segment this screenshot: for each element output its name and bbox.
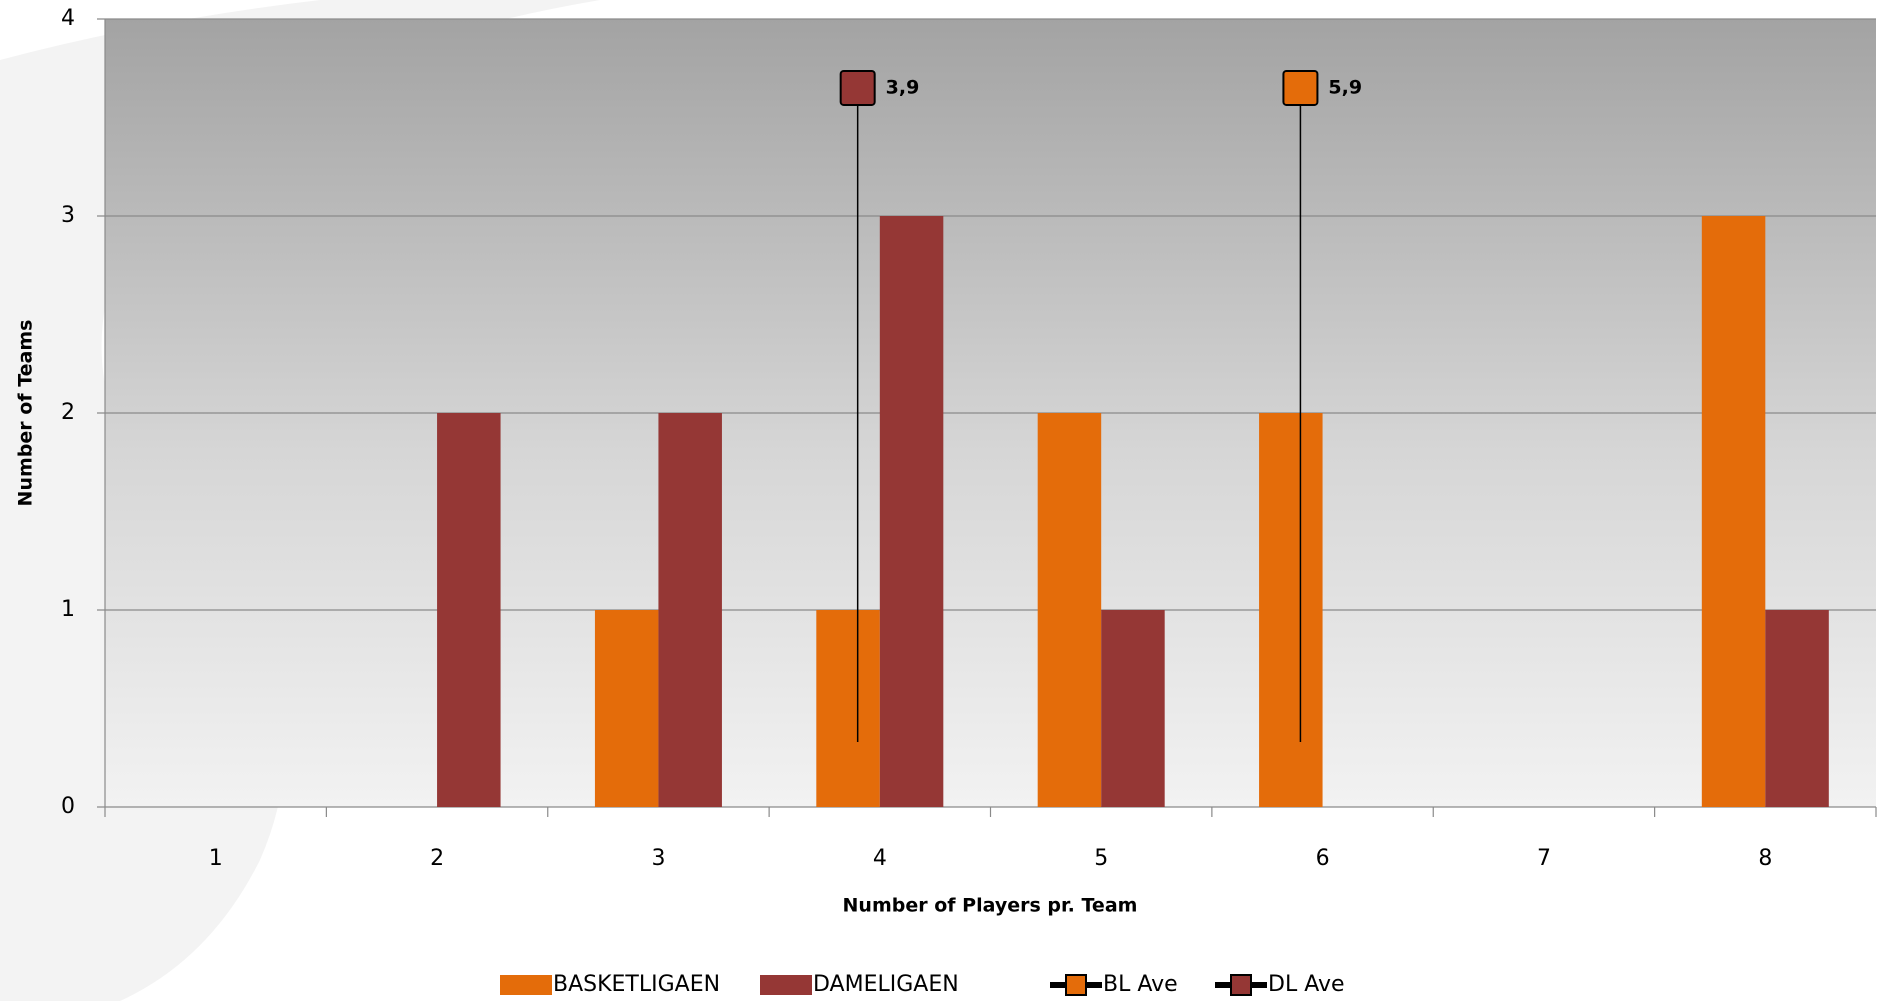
bar: [658, 413, 722, 807]
legend-swatch: [500, 975, 552, 995]
legend-label: DL Ave: [1268, 972, 1345, 997]
y-axis-title: Number of Teams: [15, 320, 37, 507]
legend-label: BL Ave: [1103, 972, 1178, 997]
bar: [816, 610, 880, 807]
bar: [1701, 216, 1766, 807]
legend-label: DAMELIGAEN: [813, 972, 959, 997]
bar: [1259, 413, 1323, 807]
x-tick-label: 5: [1094, 846, 1108, 871]
average-marker: [839, 69, 876, 106]
bar: [1101, 610, 1165, 807]
legend-label: BASKETLIGAEN: [553, 972, 720, 997]
bar: [594, 610, 659, 807]
bar: [879, 216, 944, 807]
average-label: 5,9: [1328, 76, 1362, 98]
x-tick-label: 1: [209, 846, 223, 871]
x-tick-label: 3: [651, 846, 665, 871]
x-tick-label: 4: [873, 846, 887, 871]
y-tick-label: 3: [61, 203, 75, 228]
x-tick-label: 6: [1316, 846, 1330, 871]
y-tick-label: 4: [61, 6, 75, 31]
x-axis-title: Number of Players pr. Team: [843, 895, 1138, 917]
legend-marker: [1065, 974, 1087, 996]
y-tick-label: 2: [61, 400, 75, 425]
x-tick-label: 7: [1537, 846, 1551, 871]
y-tick-label: 1: [61, 597, 75, 622]
legend-marker: [1230, 974, 1252, 996]
bar: [1037, 413, 1102, 807]
y-tick-label: 0: [61, 794, 75, 819]
x-tick-label: 8: [1758, 846, 1772, 871]
average-label: 3,9: [886, 76, 920, 98]
bar: [1765, 610, 1829, 807]
x-tick-label: 2: [430, 846, 444, 871]
bar: [437, 413, 501, 807]
legend-swatch: [760, 975, 812, 995]
average-marker: [1282, 69, 1319, 106]
